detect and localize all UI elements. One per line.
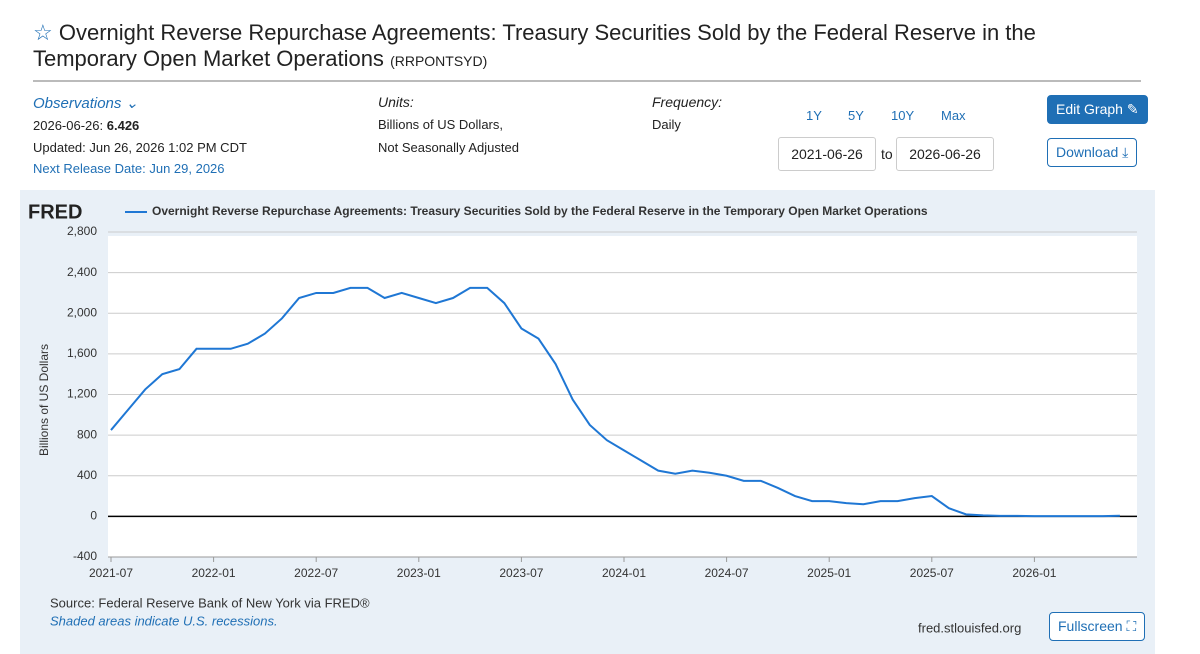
- y-tick-label: 2,800: [67, 224, 97, 238]
- updated: Updated: Jun 26, 2026 1:02 PM CDT: [33, 140, 247, 155]
- series-id: (RRPONTSYD): [390, 53, 488, 69]
- recession-note: Shaded areas indicate U.S. recessions.: [50, 613, 278, 628]
- x-tick-label: 2025-01: [807, 566, 851, 580]
- obs-date: 2026-06-26:: [33, 118, 104, 133]
- edit-graph-button[interactable]: Edit Graph ✎: [1047, 95, 1148, 124]
- units-2: Not Seasonally Adjusted: [378, 140, 519, 155]
- y-tick-label: 800: [77, 427, 97, 441]
- plot-area: [108, 236, 1137, 557]
- y-tick-label: 1,200: [67, 387, 97, 401]
- date-from[interactable]: 2021-06-26: [778, 137, 876, 171]
- y-axis-label: Billions of US Dollars: [37, 344, 51, 456]
- site-url: fred.stlouisfed.org: [918, 620, 1021, 635]
- y-tick-label: 2,000: [67, 305, 97, 319]
- y-tick-label: 0: [90, 509, 97, 523]
- to-label: to: [881, 146, 893, 162]
- date-to[interactable]: 2026-06-26: [896, 137, 994, 171]
- x-tick-label: 2026-01: [1012, 566, 1056, 580]
- title-text: Overnight Reverse Repurchase Agreements:…: [33, 20, 1036, 71]
- range-button[interactable]: Max: [941, 108, 966, 123]
- frequency-label: Frequency:: [652, 94, 723, 110]
- y-tick-label: 1,600: [67, 346, 97, 360]
- range-button[interactable]: 1Y: [806, 108, 822, 123]
- x-tick-label: 2025-07: [910, 566, 954, 580]
- download-label: Download: [1056, 144, 1119, 160]
- obs-value: 6.426: [106, 118, 140, 133]
- observations-label: Observations: [33, 95, 122, 112]
- y-tick-label: 2,400: [67, 265, 97, 279]
- range-button[interactable]: 10Y: [891, 108, 915, 123]
- download-button[interactable]: Download ⤓: [1047, 138, 1138, 167]
- fred-logo: FRED: [28, 201, 82, 223]
- source: Source: Federal Reserve Bank of New York…: [50, 595, 370, 610]
- divider: [33, 80, 1141, 82]
- series-line: [110, 286, 1120, 518]
- observations-toggle[interactable]: Observations ⌄: [33, 95, 139, 112]
- x-tick-label: 2023-07: [499, 566, 543, 580]
- y-tick-label: -400: [73, 549, 97, 563]
- frequency: Daily: [652, 117, 681, 132]
- x-tick-label: 2024-01: [602, 566, 646, 580]
- star-icon[interactable]: ☆: [33, 20, 53, 45]
- units-label: Units:: [378, 94, 414, 110]
- x-tick-label: 2021-07: [89, 566, 133, 580]
- x-tick-label: 2023-01: [397, 566, 441, 580]
- x-tick-label: 2022-01: [192, 566, 236, 580]
- title: ☆ Overnight Reverse Repurchase Agreement…: [33, 20, 1133, 74]
- latest-obs: 2026-06-26: 6.426: [33, 118, 139, 133]
- edit-graph-label: Edit Graph: [1056, 101, 1123, 117]
- range-button[interactable]: 5Y: [848, 108, 864, 123]
- fullscreen-label: Fullscreen: [1058, 618, 1123, 634]
- units-1: Billions of US Dollars,: [378, 117, 503, 132]
- legend-label: Overnight Reverse Repurchase Agreements:…: [152, 204, 928, 218]
- fullscreen-button[interactable]: Fullscreen ⛶: [1049, 612, 1146, 641]
- next-release[interactable]: Next Release Date: Jun 29, 2026: [33, 161, 225, 176]
- x-tick-label: 2022-07: [294, 566, 338, 580]
- y-tick-label: 400: [77, 468, 97, 482]
- x-tick-label: 2024-07: [705, 566, 749, 580]
